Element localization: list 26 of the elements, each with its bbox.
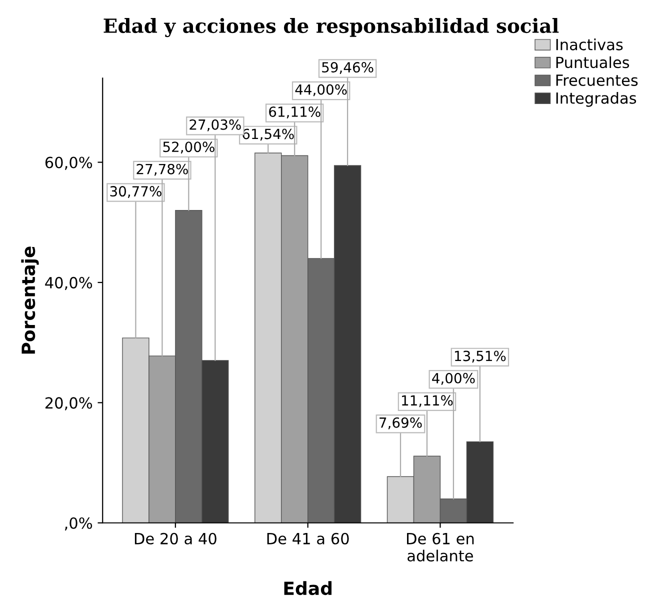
y-tick-label: 40,0% — [45, 276, 92, 290]
data-label: 61,54% — [242, 128, 294, 141]
chart-title: Edad y acciones de responsabilidad social — [104, 18, 559, 38]
data-label: 4,00% — [432, 372, 475, 385]
data-label: 59,46% — [322, 62, 374, 74]
data-label: 44,00% — [295, 84, 347, 96]
y-tick-label: ,0% — [64, 517, 92, 530]
y-tick-label: 60,0% — [45, 156, 92, 170]
x-tick-label: De 61 en adelante — [407, 532, 474, 562]
x-axis-title: Edad — [284, 581, 332, 596]
x-tick-label: De 41 a 60 — [267, 532, 349, 544]
legend-label: Inactivas — [556, 38, 623, 50]
legend-label: Integradas — [556, 92, 636, 107]
data-label: 30,77% — [110, 186, 162, 198]
data-label: 11,11% — [402, 395, 453, 408]
data-label: 13,51% — [454, 350, 506, 363]
legend-label: Frecuentes — [556, 74, 638, 86]
data-label: 27,78% — [136, 164, 188, 176]
legend-label: Puntuales — [556, 56, 630, 68]
data-label: 61,11% — [269, 106, 320, 118]
y-tick-label: 20,0% — [45, 397, 92, 410]
y-axis-title: Porcentaje — [21, 246, 39, 354]
data-label: 7,69% — [380, 417, 422, 430]
x-tick-label: De 20 a 40 — [134, 532, 216, 544]
data-label: 27,03% — [190, 119, 241, 132]
data-label: 52,00% — [163, 142, 214, 154]
